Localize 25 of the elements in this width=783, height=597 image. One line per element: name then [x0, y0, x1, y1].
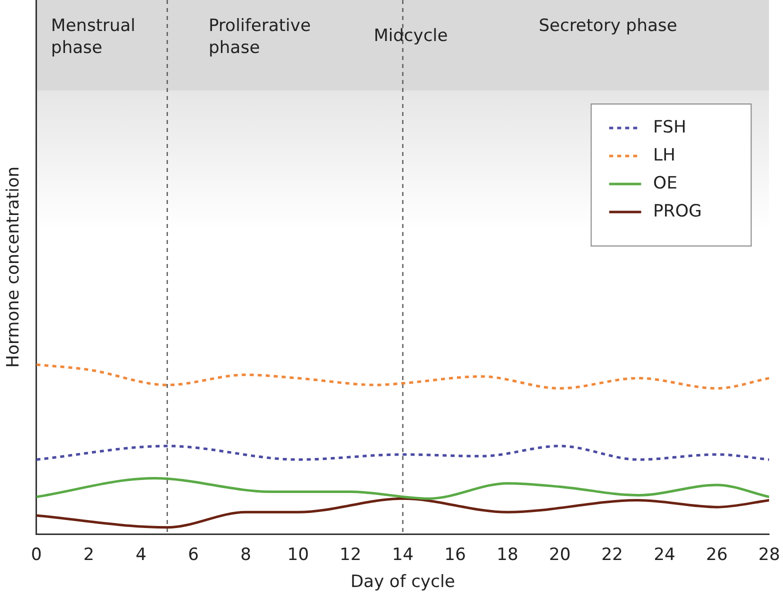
legend-label: PROG — [653, 201, 702, 222]
x-tick-label: 8 — [240, 544, 252, 565]
x-tick-label: 2 — [83, 544, 94, 565]
y-axis-title: Hormone concentration — [4, 166, 24, 368]
ref-line-label: Midcycle — [374, 26, 448, 46]
x-tick-label: 0 — [30, 544, 42, 565]
legend-label: LH — [653, 145, 676, 166]
x-tick-label: 4 — [136, 544, 146, 565]
legend-label: FSH — [653, 117, 686, 138]
x-tick-label: 22 — [601, 544, 623, 565]
text: Secretory phase — [538, 16, 678, 36]
x-tick-label: 18 — [496, 544, 518, 565]
x-tick-label: 12 — [340, 544, 362, 565]
x-tick-label: 10 — [287, 544, 309, 565]
x-tick-label: 26 — [706, 544, 728, 565]
x-axis-title: Day of cycle — [350, 572, 456, 592]
x-tick-label: 20 — [548, 544, 571, 565]
x-tick-label: 28 — [758, 544, 780, 565]
text: Menstrual phase — [51, 16, 136, 58]
x-tick-label: 24 — [654, 544, 676, 565]
x-tick-label: 16 — [444, 544, 466, 565]
x-tick-label: 14 — [392, 544, 414, 565]
text: Proliferative phase — [208, 16, 311, 58]
legend-label: OE — [653, 173, 678, 194]
x-tick-label: 6 — [188, 544, 199, 565]
